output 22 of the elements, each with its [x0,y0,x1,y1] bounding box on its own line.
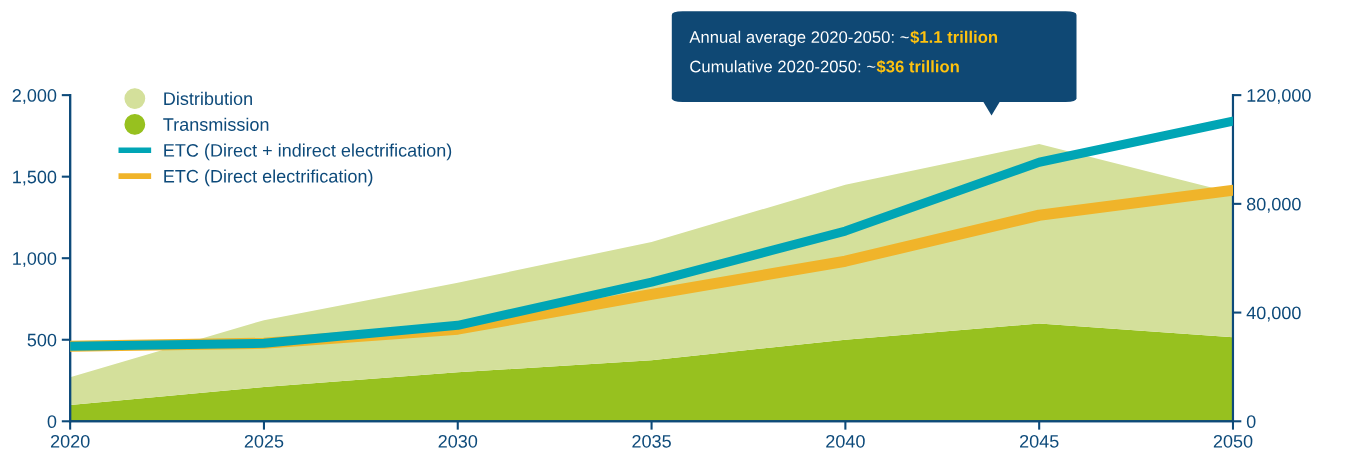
y-tick-label: 500 [27,333,57,347]
legend-label: ETC (Direct electrification) [164,169,373,187]
text: Cumulative 2020-2050: ~$36 trillion [690,59,959,74]
text: Annual average 2020-2050: ~$1.1 trillion [689,30,998,47]
legend-label: Transmission [163,117,269,131]
x-tick-label: 2035 [632,434,671,448]
legend-label: Distribution [164,91,252,106]
y2-tick-label: 0 [1246,415,1256,429]
legend-label: ETC (Direct + indirect electrification) [164,143,452,161]
y2-tick-label: 80,000 [1246,197,1301,213]
y-tick-label: 2,000 [12,89,57,104]
y2-tick-label: 120,000 [1247,89,1311,104]
y-tick-label: 1,500 [13,170,57,186]
x-tick-label: 2040 [826,434,865,448]
y2-tick-label: 40,000 [1246,306,1301,322]
x-tick-label: 2020 [50,434,90,448]
y-tick-label: 1,000 [13,252,57,268]
x-tick-label: 2030 [438,434,478,448]
x-tick-label: 2045 [1020,434,1059,448]
x-tick-label: 2025 [244,434,284,448]
y-tick-label: 0 [47,415,57,429]
x-tick-label: 2050 [1213,434,1253,448]
